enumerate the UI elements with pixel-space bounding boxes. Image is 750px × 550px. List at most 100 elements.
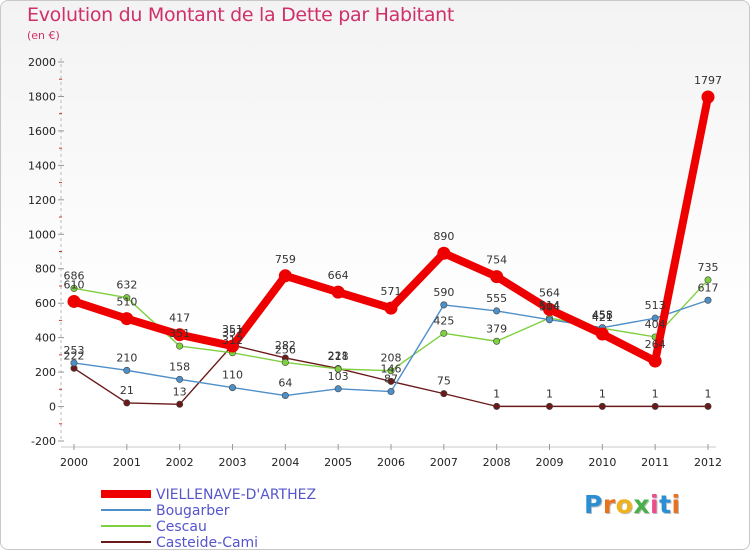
data-label: 1 [546,387,553,400]
unit-label: (en €) [27,29,60,42]
data-label: 1 [599,387,606,400]
y-tick-label: 800 [35,263,56,276]
data-label: 455 [592,309,613,322]
data-point [331,285,345,299]
data-point [278,269,292,283]
data-label: 1 [493,387,500,400]
data-point [123,366,131,374]
data-label: 421 [592,311,613,324]
data-point [70,284,78,292]
x-tick-label: 2005 [324,456,352,469]
data-point [173,328,187,342]
data-label: 590 [433,286,454,299]
proxiti-logo: Proxiti [584,490,681,519]
data-point [493,402,501,410]
legend-label: Cescau [156,519,207,535]
x-tick-label: 2000 [60,456,88,469]
data-label: 1 [705,387,712,400]
data-point [704,402,712,410]
y-tick-label: 1400 [28,159,56,172]
data-label: 510 [116,296,137,309]
data-point [704,296,712,304]
data-point [70,359,78,367]
data-label: 103 [328,370,349,383]
data-label: 458 [592,309,613,322]
data-point [651,402,659,410]
data-label: 686 [64,269,85,282]
data-point [123,399,131,407]
data-label: 264 [645,338,666,351]
data-label: 256 [275,343,296,356]
data-label: 759 [275,253,296,266]
x-tick-label: 2008 [483,456,511,469]
x-tick-label: 2007 [430,456,458,469]
x-tick-label: 2012 [694,456,722,469]
y-tick-label: 600 [35,297,56,310]
y-tick-label: 1800 [28,90,56,103]
data-label: 158 [169,360,190,373]
data-label: 754 [486,254,507,267]
data-label: 513 [645,299,666,312]
y-tick-label: 200 [35,366,56,379]
data-label: 564 [539,286,560,299]
data-point [440,301,448,309]
data-point [384,301,398,315]
data-label: 146 [381,362,402,375]
data-point [387,388,395,396]
x-tick-label: 2003 [219,456,247,469]
data-label: 504 [539,301,560,314]
logo-letter: r [602,490,616,519]
data-label: 632 [116,279,137,292]
data-point [176,400,184,408]
x-tick-label: 2010 [588,456,616,469]
data-label: 222 [64,349,85,362]
data-label: 21 [120,384,134,397]
y-tick-label: 2000 [28,56,56,69]
data-point [490,270,504,284]
data-label: 64 [278,377,292,390]
data-point [543,302,556,316]
legend-label: Casteide-Cami [156,535,258,550]
legend-label: Bougarber [156,503,230,519]
data-label: 425 [433,314,454,327]
data-label: 110 [222,369,243,382]
data-point [704,276,712,284]
data-point [176,342,184,350]
x-tick-label: 2002 [166,456,194,469]
data-label: 417 [169,312,190,325]
logo-letter: P [584,490,603,519]
series-lines [67,90,715,410]
data-label: 75 [437,375,451,388]
data-label: 571 [381,285,402,298]
logo-letter: o [615,490,634,519]
data-label: 87 [384,373,398,386]
data-label: 351 [222,323,243,336]
data-point [437,246,451,260]
data-point [387,367,395,375]
data-label: 617 [698,281,719,294]
data-label: 735 [698,261,719,274]
y-tick-label: -200 [31,435,56,448]
data-label: 379 [486,322,507,335]
data-point [226,339,239,353]
chart-axes: -200 0 200 400 600 800 1000 1200 1400 1600 1800 200… [28,56,722,469]
data-point [229,384,237,392]
data-point [120,312,134,326]
logo-letter: x [633,490,650,519]
y-tick-label: 400 [35,332,56,345]
data-point [595,327,609,341]
data-label: 610 [64,278,85,291]
legend-label: VIELLENAVE-D'ARTHEZ [156,487,316,503]
data-label: 218 [328,350,349,363]
data-point [334,365,342,373]
data-point [545,316,553,324]
data-point [281,358,289,366]
y-tick-label: 1200 [28,194,56,207]
data-labels: 610 510 417 351 759 664 571 890 754 564 421 264 1797… [64,74,723,400]
data-point [440,390,448,398]
data-label: 253 [64,344,85,357]
data-point [493,337,501,345]
data-label: 555 [486,292,507,305]
data-label: 404 [645,318,666,331]
